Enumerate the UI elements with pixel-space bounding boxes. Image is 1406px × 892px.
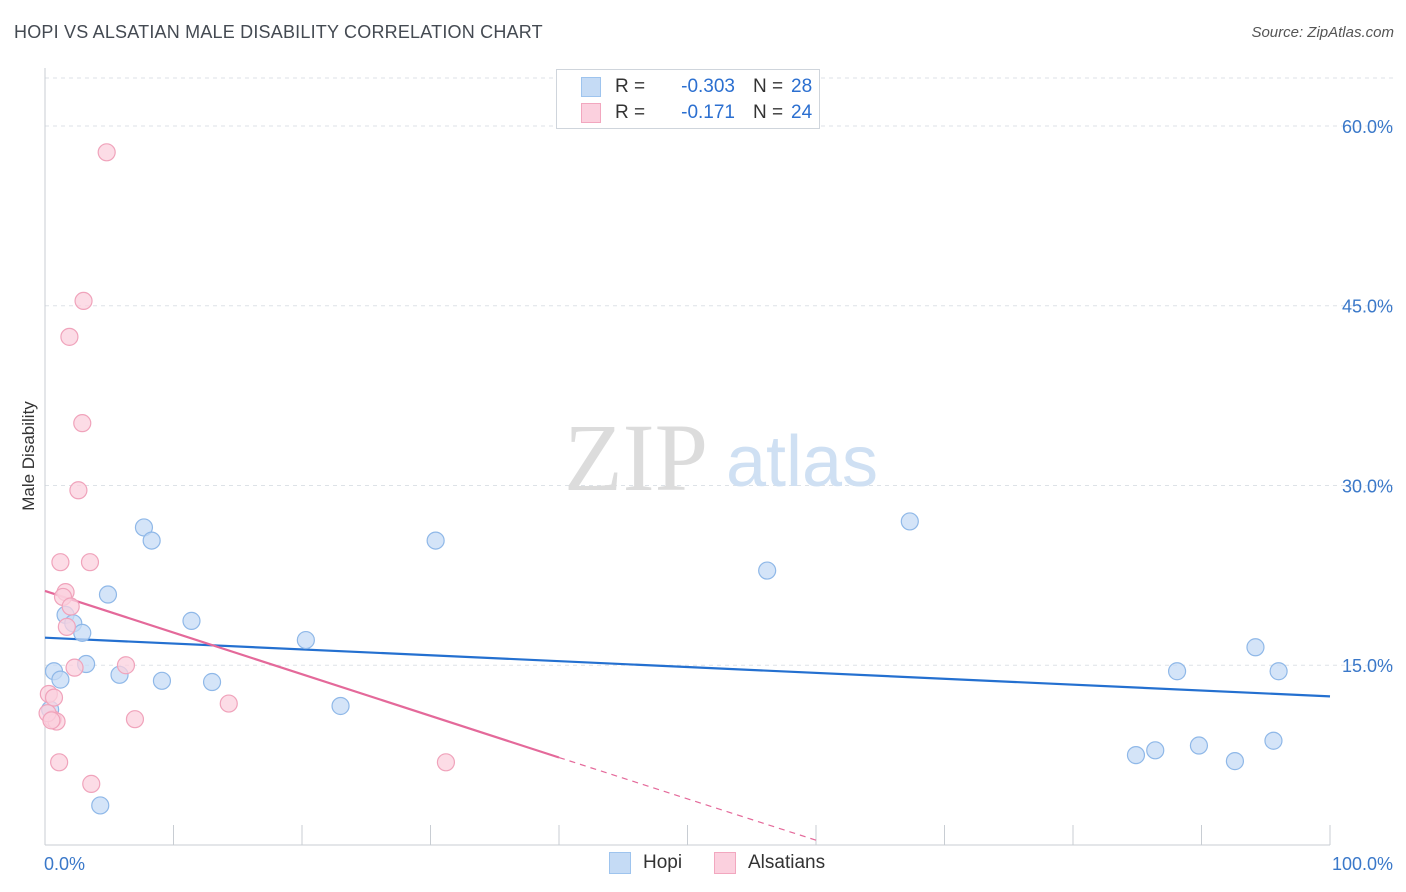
alsatian-point	[65, 658, 84, 677]
hopi-point	[73, 623, 92, 642]
alsatian-point	[125, 710, 145, 729]
hopi-point	[51, 670, 70, 689]
hopi-point	[1264, 731, 1283, 750]
alsatian-point	[82, 774, 101, 793]
alsatian-point	[219, 694, 238, 713]
hopi-point	[1189, 736, 1209, 755]
hopi-point	[1225, 752, 1245, 771]
hopi-point	[1246, 638, 1265, 657]
legend-n-value: 28	[791, 76, 813, 97]
x-tick-label-end: 100.0%	[1332, 854, 1393, 874]
hopi-point	[1126, 746, 1146, 765]
hopi-point	[142, 531, 161, 550]
series-swatch-alsatians	[714, 852, 736, 874]
series-legend-hopi[interactable]: Hopi	[609, 852, 682, 874]
hopi-point	[182, 611, 201, 630]
y-tick-label: 45.0%	[1342, 297, 1393, 317]
alsatian-point	[436, 753, 456, 772]
legend-row-hopi: R = -0.303 N = 28	[581, 74, 812, 100]
data-points	[38, 143, 1288, 815]
series-label-hopi: Hopi	[643, 852, 683, 873]
x-tick-label-start: 0.0%	[44, 854, 85, 874]
series-swatch-hopi	[609, 852, 631, 874]
legend-r-value: -0.303	[681, 76, 735, 97]
alsatian-point	[74, 291, 93, 311]
y-tick-label: 60.0%	[1342, 117, 1393, 137]
alsatian-point	[50, 753, 69, 772]
watermark: ZIP atlas	[564, 404, 878, 511]
y-axis-label: Male Disability	[19, 401, 38, 511]
alsatian-point	[73, 414, 92, 433]
alsatian-point	[97, 143, 116, 162]
series-legend: Hopi Alsatians	[0, 852, 1406, 878]
alsatian-point	[51, 553, 70, 572]
alsatian-point	[69, 481, 88, 500]
source-label: Source: ZipAtlas.com	[1251, 24, 1394, 41]
hopi-point	[1269, 662, 1288, 681]
alsatian-point	[61, 597, 80, 616]
alsatian-point	[116, 656, 136, 675]
grid-lines	[45, 77, 1395, 666]
legend-n-value: 24	[791, 102, 813, 123]
correlation-legend: R = -0.303 N = 28 R = -0.171 N = 24	[556, 69, 820, 129]
hopi-point	[98, 585, 118, 604]
y-tick-labels: 15.0% 30.0% 45.0% 60.0%	[1342, 117, 1393, 676]
y-tick-label: 30.0%	[1342, 476, 1393, 496]
legend-n-label: N =	[753, 102, 784, 123]
hopi-point	[331, 696, 350, 716]
alsatian-trend-extension	[558, 756, 817, 841]
hopi-trend-line	[44, 636, 1331, 698]
hopi-point	[758, 561, 777, 580]
y-tick-label: 15.0%	[1342, 656, 1393, 676]
hopi-point	[426, 531, 445, 550]
legend-r-label: R =	[615, 76, 646, 97]
alsatian-point	[44, 688, 64, 707]
hopi-point	[91, 796, 110, 815]
watermark-zip: ZIP	[564, 404, 708, 511]
hopi-point	[152, 671, 172, 690]
hopi-point	[1146, 741, 1165, 760]
legend-r-label: R =	[615, 102, 646, 123]
legend-n-label: N =	[753, 76, 784, 97]
series-legend-alsatians[interactable]: Alsatians	[714, 852, 825, 874]
hopi-point	[1167, 662, 1187, 681]
legend-swatch-hopi	[581, 77, 601, 97]
trend-lines	[44, 589, 1331, 841]
alsatian-point	[80, 553, 100, 572]
alsatian-point	[60, 327, 79, 346]
legend-r-value: -0.171	[681, 102, 735, 123]
alsatian-point	[57, 617, 76, 636]
x-tick-labels: 0.0% 100.0%	[44, 854, 1393, 874]
legend-row-alsatians: R = -0.171 N = 24	[581, 100, 812, 126]
hopi-point	[296, 630, 315, 650]
chart-title: HOPI VS ALSATIAN MALE DISABILITY CORRELA…	[14, 22, 543, 42]
alsatian-trend-line	[44, 589, 560, 759]
hopi-point	[900, 512, 919, 531]
axes	[44, 68, 1331, 846]
hopi-point	[202, 672, 222, 692]
alsatian-point	[42, 711, 61, 730]
series-label-alsatians: Alsatians	[748, 852, 826, 873]
legend-swatch-alsatians	[581, 103, 601, 123]
watermark-atlas: atlas	[726, 422, 878, 502]
